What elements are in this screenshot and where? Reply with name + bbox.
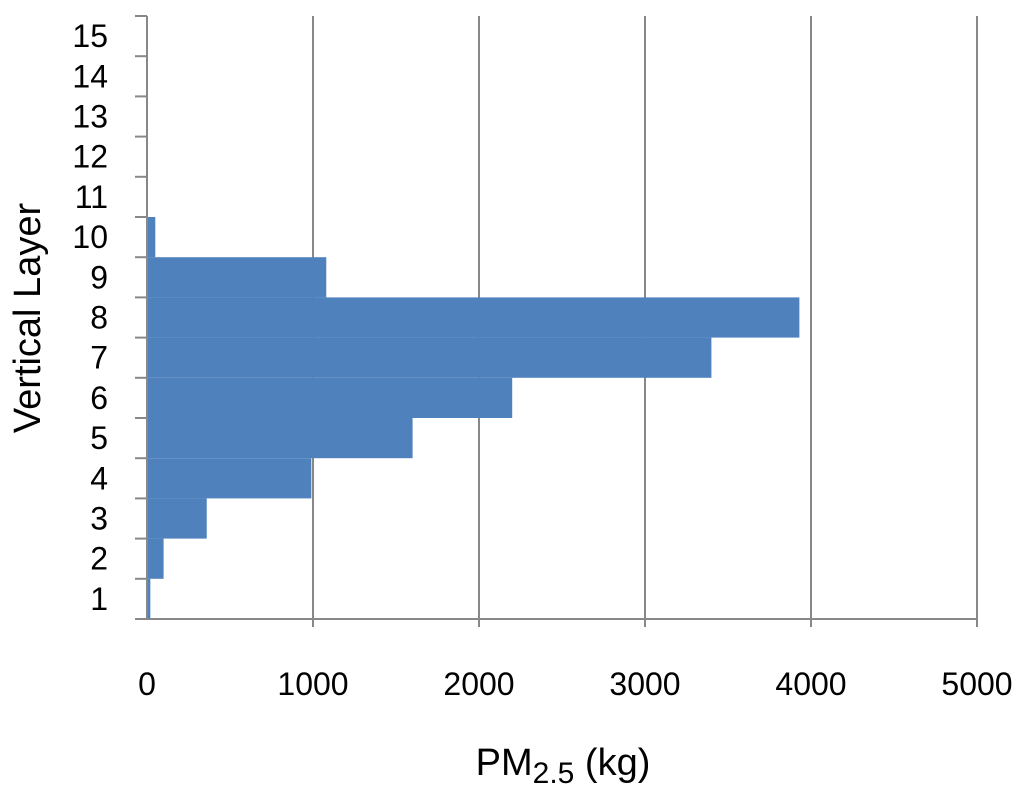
x-tick-label: 1000 — [277, 666, 348, 702]
bar-layer-2 — [147, 538, 164, 579]
bar-layer-7 — [147, 337, 712, 378]
y-tick-label: 3 — [90, 501, 108, 537]
y-tick-label: 14 — [72, 58, 108, 94]
y-tick-label: 12 — [72, 139, 108, 175]
x-axis-title-subscript: 2.5 — [533, 757, 575, 789]
y-tick-label: 4 — [90, 460, 108, 496]
bar-layer-5 — [147, 418, 413, 459]
y-tick-label: 10 — [72, 219, 108, 255]
x-tick-label: 4000 — [775, 666, 846, 702]
bar-layer-4 — [147, 458, 312, 499]
x-axis-title-main: PM — [476, 742, 533, 784]
x-tick-label: 2000 — [443, 666, 514, 702]
bar-layer-3 — [147, 498, 207, 539]
x-axis-title: PM2.5 (kg) — [476, 742, 651, 789]
x-tick-labels: 0 1000 2000 3000 4000 5000 — [138, 666, 1012, 702]
y-tick-label: 2 — [90, 541, 108, 577]
bar-layer-10 — [147, 217, 156, 258]
bar-layer-6 — [147, 377, 513, 418]
y-axis-title: Vertical Layer — [7, 203, 49, 434]
x-tick-label: 0 — [138, 666, 156, 702]
y-tick-label: 6 — [90, 380, 108, 416]
bar-layer-9 — [147, 257, 327, 298]
x-tick-label: 5000 — [941, 666, 1012, 702]
bars — [147, 217, 800, 619]
y-tick-label: 1 — [90, 581, 108, 617]
y-tick-label: 11 — [75, 179, 108, 215]
bar-layer-8 — [147, 297, 800, 338]
x-axis-title-unit: (kg) — [574, 742, 650, 784]
bar-layer-1 — [147, 578, 151, 619]
y-tick-label: 5 — [90, 420, 108, 456]
y-tick-label: 8 — [90, 300, 108, 336]
y-tick-label: 13 — [72, 99, 108, 135]
axes — [135, 16, 977, 620]
y-tick-label: 9 — [90, 259, 108, 295]
y-tick-label: 7 — [90, 340, 108, 376]
x-tick-label: 3000 — [609, 666, 680, 702]
y-tick-label: 15 — [72, 18, 108, 54]
